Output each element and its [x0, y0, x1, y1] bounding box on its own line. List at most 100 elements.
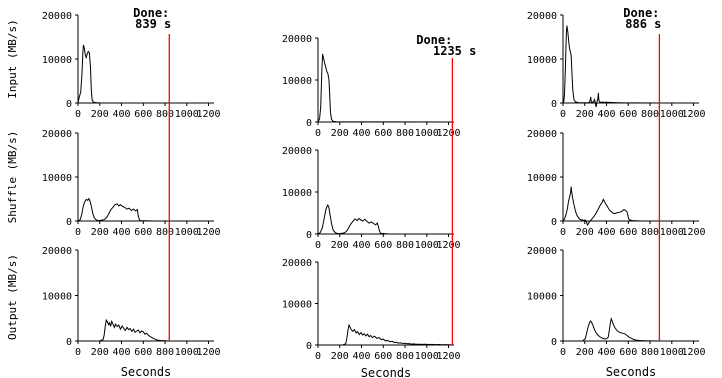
x-axis-label: Seconds: [606, 365, 657, 378]
done-value: 839 s: [135, 17, 171, 31]
y-tick-label: 0: [306, 341, 312, 352]
done-label: Done:: [623, 6, 659, 20]
x-tick-label: 1200: [682, 227, 706, 238]
x-tick-label: 600: [134, 227, 152, 238]
y-tick-label: 10000: [42, 292, 72, 303]
y-tick-label: 0: [66, 337, 72, 348]
series-line: [562, 25, 660, 108]
x-tick-label: 800: [156, 227, 174, 238]
x-tick-label: 600: [374, 240, 392, 251]
y-tick-label: 20000: [42, 11, 72, 22]
x-tick-label: 0: [560, 109, 566, 120]
x-tick-label: 200: [331, 128, 349, 139]
y-tick-label: 0: [66, 217, 72, 228]
series-line: [317, 323, 453, 346]
x-tick-label: 600: [134, 109, 152, 120]
y-tick-label: 20000: [42, 129, 72, 140]
series-line: [317, 53, 453, 123]
x-tick-label: 1200: [682, 347, 706, 358]
x-tick-label: 600: [619, 347, 637, 358]
x-tick-label: 1200: [197, 227, 221, 238]
y-tick-label: 10000: [527, 173, 557, 184]
y-tick-label: 10000: [42, 55, 72, 66]
x-tick-label: 1000: [660, 109, 684, 120]
x-tick-label: 200: [91, 109, 109, 120]
x-tick-label: 1000: [415, 240, 439, 251]
x-tick-label: 1200: [437, 351, 461, 362]
x-tick-label: 800: [156, 347, 174, 358]
x-tick-label: 200: [576, 109, 594, 120]
x-tick-label: 400: [112, 109, 130, 120]
y-tick-label: 20000: [42, 246, 72, 257]
x-tick-label: 400: [352, 240, 370, 251]
x-tick-label: 400: [597, 227, 615, 238]
y-tick-label: 10000: [527, 292, 557, 303]
x-tick-label: 200: [91, 347, 109, 358]
x-tick-label: 1000: [660, 347, 684, 358]
series-line: [562, 186, 660, 227]
y-tick-label: 0: [306, 118, 312, 129]
y-tick-label: 20000: [527, 129, 557, 140]
series-line: [77, 44, 170, 104]
y-tick-label: 0: [306, 230, 312, 241]
y-tick-label: 0: [551, 337, 557, 348]
x-tick-label: 0: [560, 347, 566, 358]
x-tick-label: 200: [91, 227, 109, 238]
done-value: 886 s: [625, 17, 661, 31]
x-tick-label: 1200: [197, 109, 221, 120]
y-tick-label: 10000: [282, 300, 312, 311]
x-tick-label: 600: [374, 128, 392, 139]
x-axis-label: Seconds: [361, 366, 412, 378]
x-tick-label: 400: [597, 109, 615, 120]
y-tick-label: 20000: [282, 146, 312, 157]
y-tick-label: 0: [66, 99, 72, 110]
x-tick-label: 800: [641, 109, 659, 120]
x-tick-label: 200: [576, 227, 594, 238]
x-tick-label: 0: [315, 351, 321, 362]
x-tick-label: 200: [331, 240, 349, 251]
series-line: [317, 203, 453, 235]
x-tick-label: 400: [352, 128, 370, 139]
y-tick-label: 20000: [527, 11, 557, 22]
x-tick-label: 800: [641, 227, 659, 238]
y-tick-label: 10000: [42, 173, 72, 184]
x-tick-label: 400: [352, 351, 370, 362]
x-tick-label: 0: [315, 128, 321, 139]
x-tick-label: 200: [331, 351, 349, 362]
x-axis-label: Seconds: [121, 365, 172, 378]
x-tick-label: 400: [112, 227, 130, 238]
x-tick-label: 600: [619, 109, 637, 120]
x-tick-label: 1000: [175, 347, 199, 358]
x-tick-label: 0: [75, 109, 81, 120]
y-tick-label: 20000: [527, 246, 557, 257]
series-line: [77, 197, 170, 222]
x-tick-label: 200: [576, 347, 594, 358]
x-tick-label: 0: [75, 227, 81, 238]
y-tick-label: 10000: [282, 188, 312, 199]
done-label: Done:: [133, 6, 169, 20]
x-tick-label: 800: [641, 347, 659, 358]
series-line: [77, 318, 170, 342]
done-label: Done:: [416, 33, 452, 47]
x-tick-label: 0: [315, 240, 321, 251]
x-tick-label: 1200: [437, 128, 461, 139]
x-tick-label: 600: [374, 351, 392, 362]
row-label: Input (MB/s): [6, 19, 19, 98]
x-tick-label: 0: [560, 227, 566, 238]
x-tick-label: 1200: [437, 240, 461, 251]
y-tick-label: 10000: [282, 76, 312, 87]
x-tick-label: 1000: [415, 351, 439, 362]
x-tick-label: 400: [597, 347, 615, 358]
done-value: 1235 s: [433, 44, 476, 58]
